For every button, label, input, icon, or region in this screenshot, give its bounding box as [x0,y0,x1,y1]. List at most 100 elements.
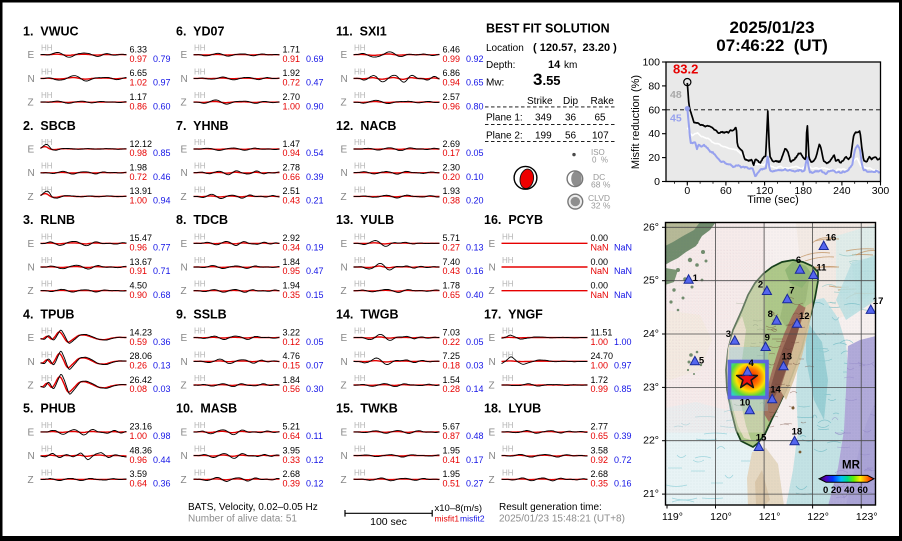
svg-text:NaN: NaN [614,243,632,253]
svg-text:HH: HH [502,280,514,289]
svg-text:Z: Z [489,475,495,486]
svg-text:HH: HH [354,67,366,76]
svg-text:4.50: 4.50 [130,281,148,291]
svg-text:MR: MR [842,460,861,472]
svg-text:x10–8(m/s): x10–8(m/s) [435,503,483,514]
svg-text:0.36: 0.36 [153,479,171,489]
svg-text:0.11: 0.11 [306,431,323,441]
svg-text:N: N [341,451,348,462]
svg-text:3: 3 [726,329,731,340]
svg-text:26°: 26° [643,221,659,233]
svg-text:300: 300 [872,185,890,197]
svg-text:HH: HH [41,350,53,359]
svg-text:18: 18 [792,427,803,438]
svg-text:1: 1 [693,273,699,284]
svg-text:HH: HH [354,256,366,265]
svg-text:DC: DC [593,172,605,182]
svg-text:HH: HH [502,468,514,477]
svg-text:0.85: 0.85 [614,384,632,394]
svg-text:0.46: 0.46 [153,172,171,182]
svg-text:0.27: 0.27 [443,243,461,253]
svg-text:1.71: 1.71 [283,45,301,55]
svg-text:0.91: 0.91 [283,54,301,64]
svg-text:121°: 121° [759,511,781,523]
svg-text:0.94: 0.94 [443,78,461,88]
svg-text:N: N [181,451,188,462]
svg-text:E: E [181,239,188,250]
svg-text:NaN: NaN [591,266,609,276]
svg-text:Location: Location [486,43,524,54]
svg-text:1.94: 1.94 [283,281,301,291]
svg-text:12: 12 [799,311,810,322]
svg-text:7. YHNB: 7. YHNB [176,119,229,133]
svg-text:HH: HH [354,91,366,100]
svg-text:3.58: 3.58 [591,445,609,455]
svg-text:Z: Z [341,286,347,297]
svg-text:1.84: 1.84 [283,375,301,385]
svg-text:0.96: 0.96 [130,243,148,253]
svg-text:HH: HH [502,421,514,430]
svg-text:6. YD07: 6. YD07 [176,25,224,39]
svg-text:km: km [564,60,577,71]
svg-text:HH: HH [194,350,206,359]
svg-text:Number of alive data: 51: Number of alive data: 51 [188,514,297,525]
svg-text:11.51: 11.51 [591,327,613,337]
svg-text:12. NACB: 12. NACB [336,119,396,133]
svg-text:Z: Z [181,475,187,486]
svg-text:E: E [341,145,348,156]
svg-text:HH: HH [194,162,206,171]
svg-text:0.59: 0.59 [130,337,148,347]
svg-text:21°: 21° [643,488,659,500]
svg-text:6.33: 6.33 [130,45,148,55]
svg-text:2.78: 2.78 [283,163,301,173]
svg-text:HH: HH [354,232,366,241]
svg-text:0.22: 0.22 [443,337,461,347]
svg-text:2.92: 2.92 [283,233,301,243]
svg-text:Z: Z [28,98,34,109]
svg-text:24.70: 24.70 [591,351,614,361]
svg-text:HH: HH [354,185,366,194]
svg-text:2. SBCB: 2. SBCB [23,119,76,133]
svg-text:Z: Z [28,475,34,486]
svg-text:16: 16 [826,232,837,243]
svg-text:0.16: 0.16 [466,266,484,276]
svg-text:60: 60 [720,185,732,197]
svg-text:0.98: 0.98 [153,431,171,441]
svg-text:0.15: 0.15 [306,290,324,300]
svg-text:0.77: 0.77 [153,243,171,253]
svg-text:14: 14 [548,59,561,71]
svg-text:HH: HH [194,421,206,430]
svg-text:1.00: 1.00 [614,337,632,347]
svg-text:1.92: 1.92 [283,68,301,78]
svg-text:Z: Z [489,286,495,297]
svg-text:11. SXI1: 11. SXI1 [336,25,387,39]
svg-text:0.30: 0.30 [306,384,324,394]
svg-text:N: N [489,357,496,368]
svg-text:1.84: 1.84 [283,257,301,267]
svg-text:17: 17 [873,296,884,307]
svg-text:N: N [489,263,496,274]
svg-text:100 sec: 100 sec [370,516,407,528]
svg-text:8: 8 [768,309,773,320]
svg-text:E: E [341,239,348,250]
svg-text:0.03: 0.03 [153,384,171,394]
svg-text:2.77: 2.77 [591,422,609,432]
svg-text:HH: HH [41,185,53,194]
svg-text:HH: HH [41,280,53,289]
svg-text:E: E [489,333,496,344]
svg-text:0.43: 0.43 [443,266,461,276]
svg-text:0.35: 0.35 [591,479,609,489]
svg-text:10: 10 [740,398,751,409]
svg-text:1.00: 1.00 [130,431,148,441]
svg-text:0.17: 0.17 [443,148,461,158]
svg-text:0.12: 0.12 [306,455,324,465]
svg-text:83.2: 83.2 [673,62,698,77]
svg-text:Z: Z [181,286,187,297]
svg-text:HH: HH [194,445,206,454]
svg-text:2.68: 2.68 [591,469,609,479]
svg-text:E: E [28,427,35,438]
svg-text:0.18: 0.18 [443,361,461,371]
svg-text:( 120.57, 23.20 ): ( 120.57, 23.20 ) [533,42,617,54]
svg-text:N: N [341,74,348,85]
svg-text:120°: 120° [710,511,732,523]
